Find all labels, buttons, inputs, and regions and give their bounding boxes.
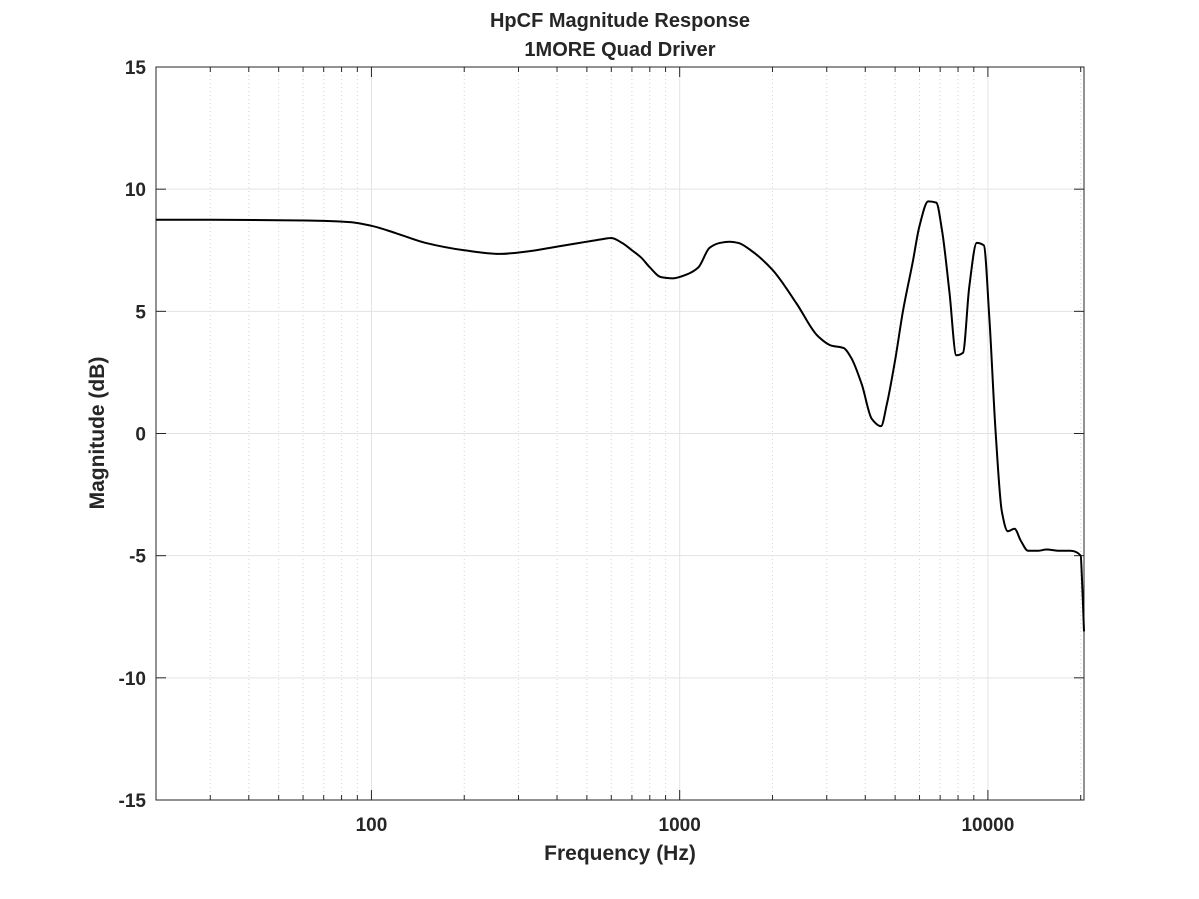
x-tick-label: 100 (356, 815, 388, 836)
grid-lines (156, 67, 1084, 800)
y-tick-label: -10 (119, 669, 146, 690)
x-tick-labels: 100 1000 10000 (356, 815, 1015, 836)
y-axis-label: Magnitude (dB) (86, 357, 109, 510)
y-tick-label: 10 (125, 180, 146, 201)
y-tick-label: 5 (135, 302, 146, 323)
series-line (156, 200, 1085, 632)
y-tick-label: -15 (119, 791, 147, 812)
x-axis-label: Frequency (Hz) (544, 842, 696, 865)
x-tick-label: 1000 (659, 815, 701, 836)
y-tick-labels: -15 -10 -5 0 5 10 15 (119, 58, 147, 812)
chart-subtitle: 1MORE Quad Driver (524, 39, 715, 61)
x-tick-label: 10000 (961, 815, 1014, 836)
y-tick-label: 15 (125, 58, 147, 79)
y-tick-label: -5 (129, 547, 146, 568)
y-tick-label: 0 (135, 425, 146, 446)
axis-ticks (156, 66, 1084, 801)
chart-title: HpCF Magnitude Response (490, 10, 750, 32)
